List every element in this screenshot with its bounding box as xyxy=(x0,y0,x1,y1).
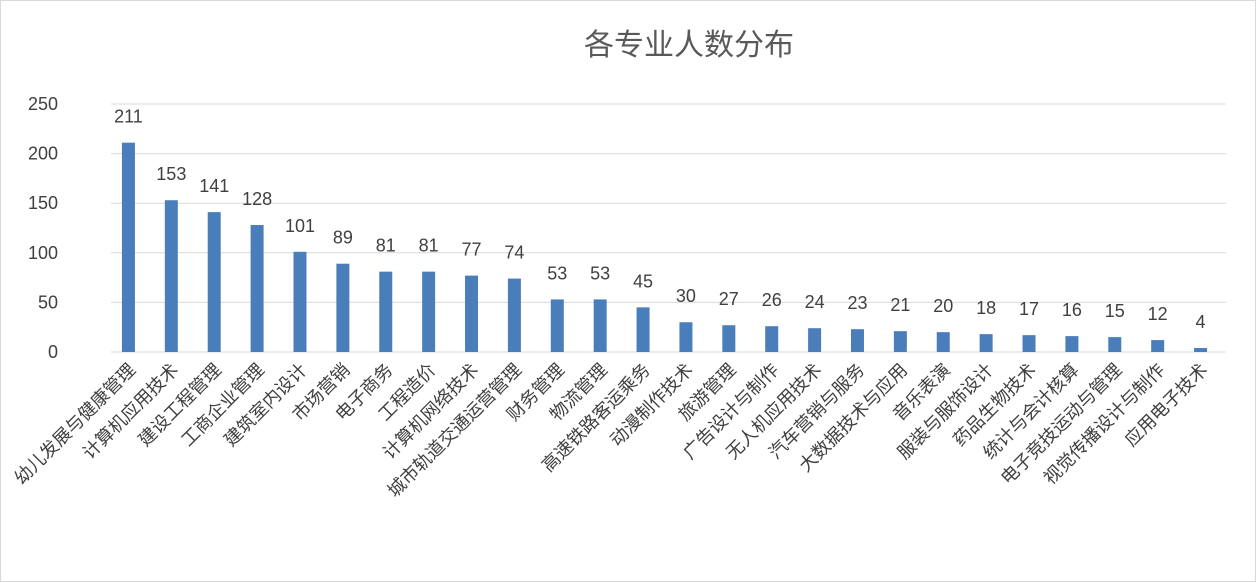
data-label: 128 xyxy=(242,189,272,209)
data-label: 211 xyxy=(114,107,143,127)
data-label: 53 xyxy=(547,263,567,283)
data-label: 16 xyxy=(1062,300,1082,320)
data-label: 153 xyxy=(156,164,186,184)
y-tick-label: 150 xyxy=(28,193,58,213)
bar xyxy=(979,334,993,352)
bar xyxy=(679,322,693,352)
gridlines xyxy=(111,103,1226,353)
y-tick-label: 0 xyxy=(48,342,58,362)
data-label: 81 xyxy=(419,236,439,256)
data-label: 89 xyxy=(333,228,353,248)
data-label: 101 xyxy=(285,216,315,236)
data-label: 20 xyxy=(933,296,953,316)
y-axis-ticks: 0 50 100 150 200 250 xyxy=(28,94,58,362)
bars xyxy=(121,142,1208,352)
bar xyxy=(1108,337,1122,352)
x-axis-labels: 幼儿发展与健康管理计算机应用技术建设工程管理工商企业管理建筑室内设计市场营销电子… xyxy=(11,360,1213,502)
data-label: 45 xyxy=(633,271,653,291)
y-tick-label: 50 xyxy=(38,292,58,312)
bar xyxy=(379,271,393,352)
bar xyxy=(1022,335,1036,352)
bar xyxy=(1194,348,1208,352)
chart-title: 各专业人数分布 xyxy=(584,28,794,63)
data-label: 21 xyxy=(890,295,910,315)
y-tick-label: 100 xyxy=(28,243,58,263)
bar xyxy=(336,263,350,352)
bar xyxy=(936,332,950,352)
bar xyxy=(808,328,822,352)
data-label: 27 xyxy=(719,289,739,309)
y-tick-label: 250 xyxy=(28,94,58,114)
data-label: 77 xyxy=(462,240,482,260)
bar xyxy=(550,299,564,352)
data-label: 4 xyxy=(1196,312,1206,332)
data-label: 81 xyxy=(376,236,396,256)
bar xyxy=(1065,336,1079,352)
bar xyxy=(893,331,907,352)
data-label: 26 xyxy=(762,290,782,310)
bar xyxy=(207,212,221,352)
data-label: 15 xyxy=(1105,301,1125,321)
data-label: 30 xyxy=(676,286,696,306)
data-labels: 211 153 141 128 101 89 81 81 77 74 53 53 45 30 27 26 24 2… xyxy=(114,107,1205,332)
bar xyxy=(636,307,650,352)
bar xyxy=(293,251,307,352)
data-label: 23 xyxy=(847,293,867,313)
bar xyxy=(593,299,607,352)
bar xyxy=(722,325,736,352)
data-label: 24 xyxy=(805,292,825,312)
bar xyxy=(507,278,521,352)
bar xyxy=(164,200,178,352)
bar xyxy=(422,271,436,352)
data-label: 12 xyxy=(1148,304,1168,324)
y-tick-label: 200 xyxy=(28,144,58,164)
bar xyxy=(250,225,264,352)
bar xyxy=(1151,340,1165,352)
data-label: 17 xyxy=(1019,299,1039,319)
bar xyxy=(850,329,864,352)
data-label: 18 xyxy=(976,298,996,318)
data-label: 141 xyxy=(199,176,229,196)
bar xyxy=(765,326,779,352)
bar xyxy=(121,142,135,352)
data-label: 53 xyxy=(590,263,610,283)
bar xyxy=(465,275,479,352)
data-label: 74 xyxy=(504,243,524,263)
